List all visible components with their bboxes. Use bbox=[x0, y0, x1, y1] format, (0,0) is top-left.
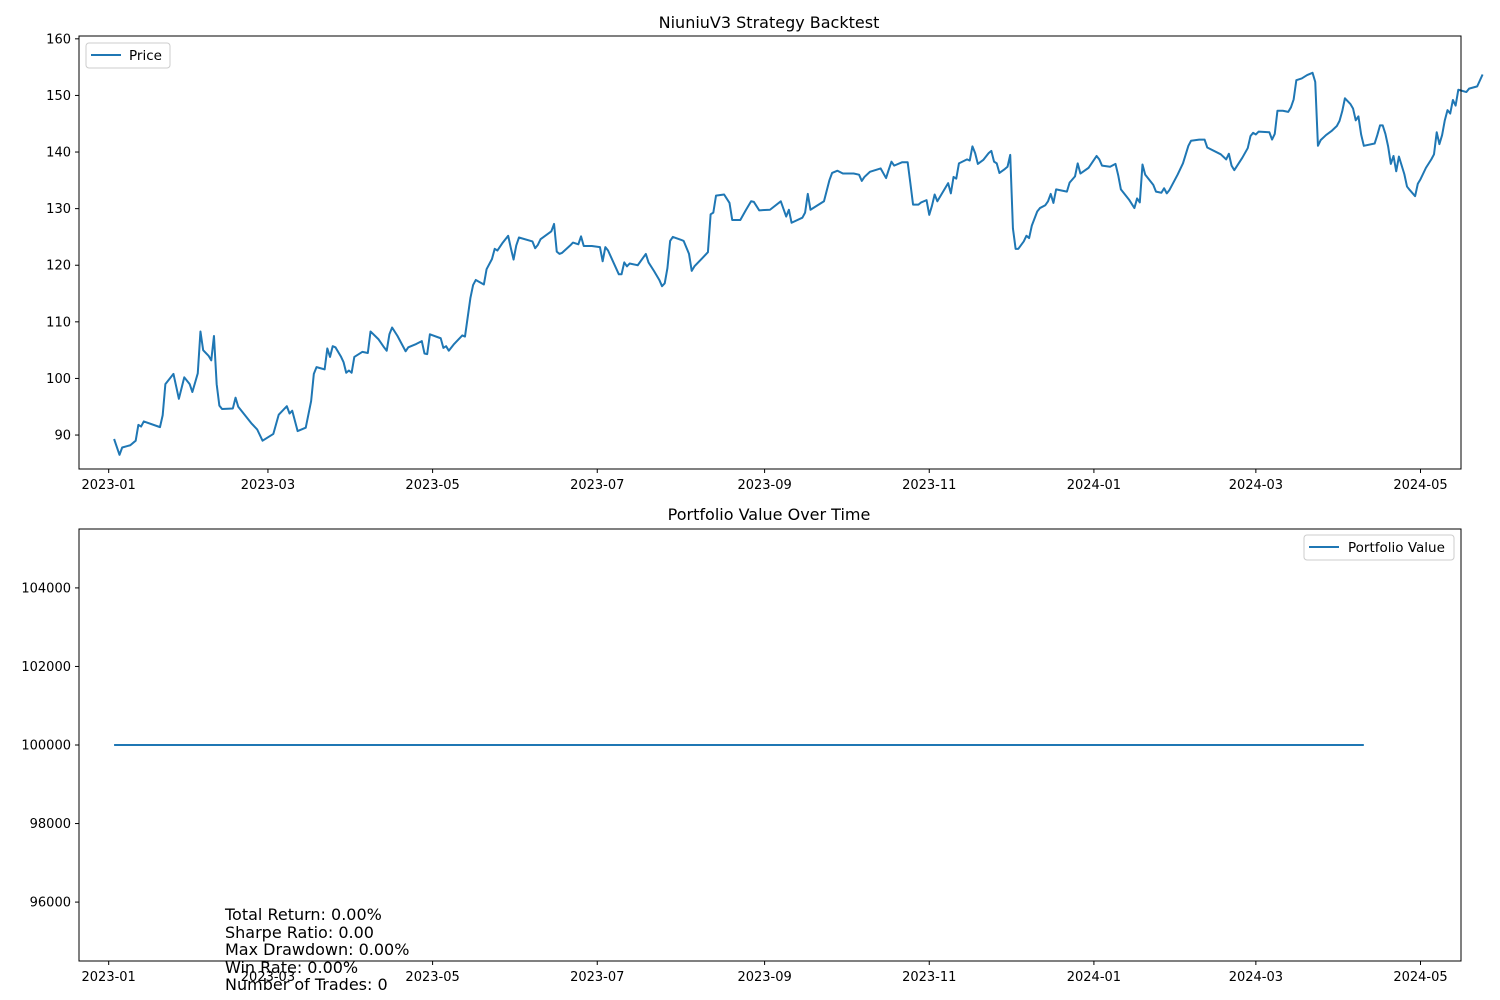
price-legend-box bbox=[85, 42, 171, 69]
price-legend: Price bbox=[85, 42, 171, 69]
portfolio-legend: Portfolio Value bbox=[1303, 534, 1455, 561]
price-y-tick-label: 90 bbox=[54, 429, 71, 444]
portfolio-x-tick-label: 2024-03 bbox=[1229, 970, 1283, 985]
price-y-tick-label: 130 bbox=[46, 202, 71, 217]
portfolio-chart-title: Portfolio Value Over Time bbox=[668, 505, 871, 524]
portfolio-chart: Portfolio Value Over Time 96000 98000 1000… bbox=[21, 505, 1462, 994]
price-chart: NiuniuV3 Strategy Backtest 90 100 110 120 13… bbox=[46, 13, 1484, 493]
portfolio-x-tick-label: 2023-09 bbox=[737, 970, 791, 985]
stats-total-return: Total Return: 0.00% bbox=[224, 905, 382, 924]
price-y-tick-label: 120 bbox=[46, 259, 71, 274]
price-chart-title: NiuniuV3 Strategy Backtest bbox=[659, 13, 880, 32]
portfolio-x-tick-label: 2023-01 bbox=[82, 970, 136, 985]
portfolio-x-tick-label: 2023-07 bbox=[570, 970, 624, 985]
price-x-axis: 2023-01 2023-03 2023-05 2023-07 2023-09 2023-… bbox=[82, 469, 1448, 493]
stats-win-rate: Win Rate: 0.00% bbox=[225, 958, 358, 977]
portfolio-y-tick-label: 98000 bbox=[30, 817, 71, 832]
price-y-tick-label: 110 bbox=[46, 315, 71, 330]
price-y-tick-label: 140 bbox=[46, 146, 71, 161]
portfolio-y-tick-label: 102000 bbox=[21, 660, 71, 675]
portfolio-y-tick-label: 100000 bbox=[21, 739, 71, 754]
portfolio-x-axis: 2023-01 2023-03 2023-05 2023-07 2023-09 2023-… bbox=[82, 961, 1448, 985]
price-axes-frame bbox=[78, 35, 1462, 470]
portfolio-legend-label: Portfolio Value bbox=[1348, 540, 1445, 556]
price-legend-label: Price bbox=[129, 48, 162, 64]
portfolio-axes-frame bbox=[78, 528, 1462, 962]
price-x-tick-label: 2023-05 bbox=[405, 478, 459, 493]
price-x-tick-label: 2024-03 bbox=[1229, 478, 1283, 493]
price-y-tick-label: 150 bbox=[46, 89, 71, 104]
price-x-tick-label: 2024-05 bbox=[1393, 478, 1447, 493]
price-x-tick-label: 2023-09 bbox=[737, 478, 791, 493]
stats-annotation: Total Return: 0.00% Sharpe Ratio: 0.00 M… bbox=[224, 905, 409, 994]
portfolio-x-tick-label: 2024-01 bbox=[1067, 970, 1121, 985]
price-y-tick-label: 100 bbox=[46, 372, 71, 387]
price-y-axis: 90 100 110 120 130 140 150 160 bbox=[46, 32, 79, 444]
portfolio-legend-box bbox=[1303, 534, 1455, 561]
price-x-tick-label: 2023-07 bbox=[570, 478, 624, 493]
portfolio-y-tick-label: 104000 bbox=[21, 581, 71, 596]
portfolio-y-tick-label: 96000 bbox=[30, 896, 71, 911]
price-plot-area bbox=[113, 71, 1484, 456]
price-series-line-0 bbox=[113, 71, 1484, 456]
portfolio-x-tick-label: 2023-11 bbox=[902, 970, 956, 985]
portfolio-y-axis: 96000 98000 100000 102000 104000 bbox=[21, 581, 79, 911]
stats-number-of-trades: Number of Trades: 0 bbox=[225, 975, 388, 994]
price-x-tick-label: 2023-11 bbox=[902, 478, 956, 493]
price-x-tick-label: 2023-01 bbox=[82, 478, 136, 493]
price-y-tick-label: 160 bbox=[46, 32, 71, 47]
price-x-tick-label: 2024-01 bbox=[1067, 478, 1121, 493]
portfolio-x-tick-label: 2023-05 bbox=[405, 970, 459, 985]
stats-max-drawdown: Max Drawdown: 0.00% bbox=[225, 940, 409, 959]
portfolio-x-tick-label: 2023-03 bbox=[241, 970, 295, 985]
stats-sharpe-ratio: Sharpe Ratio: 0.00 bbox=[225, 923, 374, 942]
price-x-tick-label: 2023-03 bbox=[241, 478, 295, 493]
portfolio-x-tick-label: 2024-05 bbox=[1393, 970, 1447, 985]
